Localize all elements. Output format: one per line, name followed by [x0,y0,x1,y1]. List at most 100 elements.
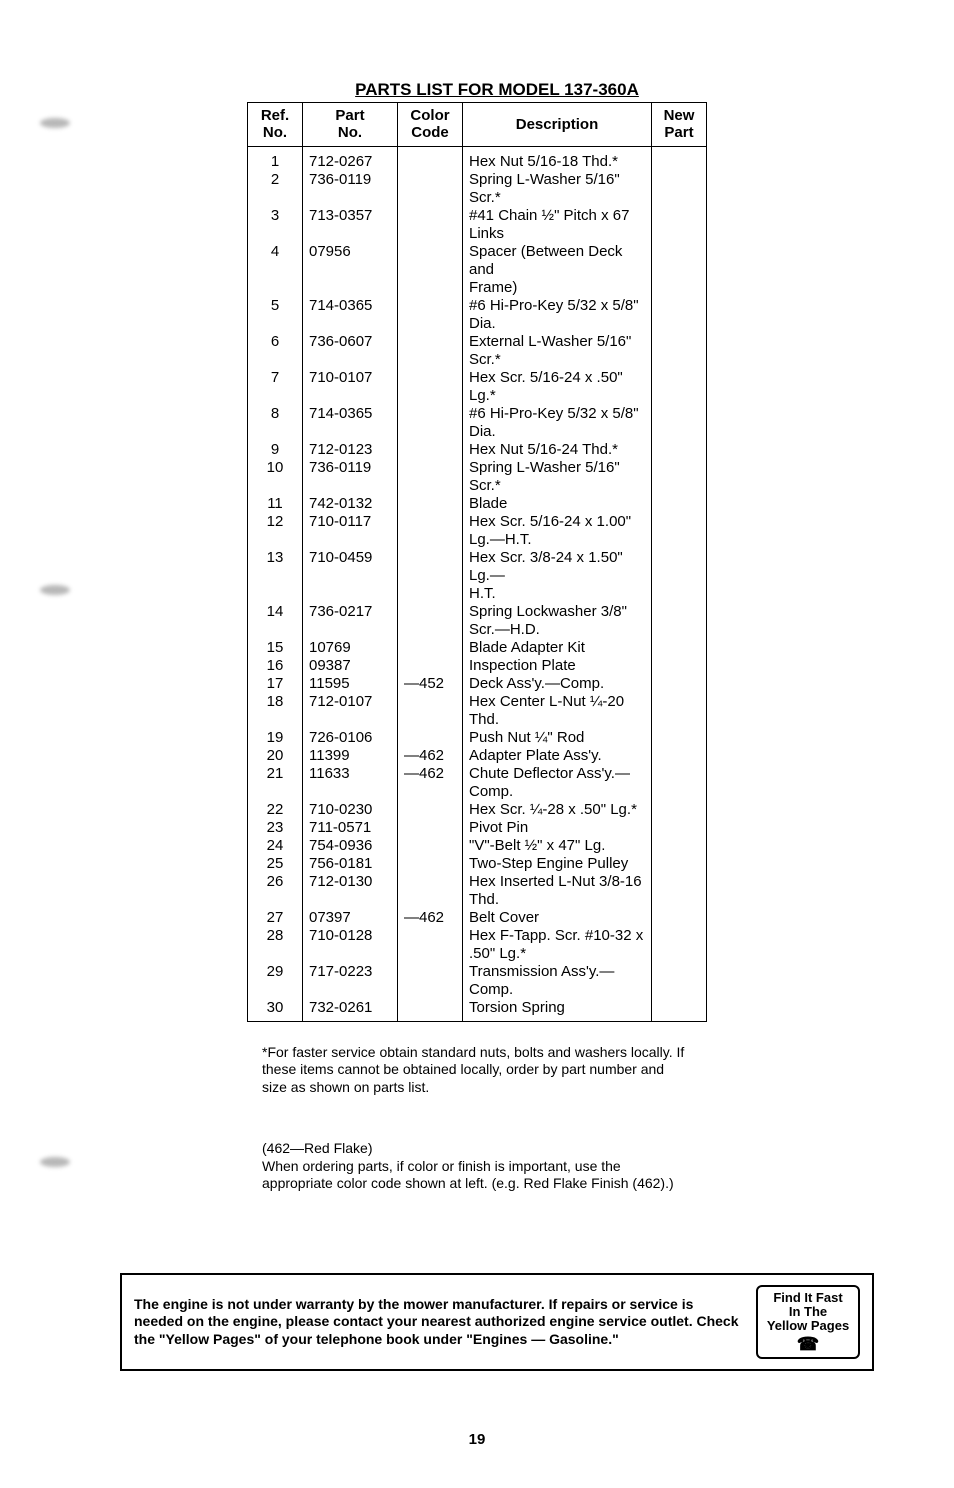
table-row: 3713-0357#41 Chain ½" Pitch x 67 Links [248,207,707,243]
findit-line1: Find It Fast [762,1291,854,1305]
cell-new-part [652,837,707,855]
table-row-continuation: Scr.* [248,351,707,369]
cell-new-part [652,146,707,171]
cell-description: Spring L-Washer 5/16" Scr.* [463,171,652,207]
table-row-continuation: H.T. [248,585,707,603]
cell-part-no: 713-0357 [303,207,398,243]
cell-description: Two-Step Engine Pulley [463,855,652,873]
cell-description-cont: .50" Lg.* [463,945,652,963]
cell-color-code [398,405,463,423]
cell-color-code: —462 [398,765,463,783]
findit-line2: In The [762,1305,854,1319]
cell-color-code [398,243,463,279]
cell-ref-no: 10 [248,459,303,495]
cell-color-code [398,549,463,585]
cell-part-no: 11595 [303,675,398,693]
cell-ref-no: 22 [248,801,303,819]
phone-icon: ☎ [762,1335,854,1355]
parts-table: Ref.No. PartNo. ColorCode Description Ne… [247,102,707,1022]
cell-description: Hex Scr. 5/16-24 x .50" Lg.* [463,369,652,405]
table-row-continuation: .50" Lg.* [248,945,707,963]
cell-ref-no: 15 [248,639,303,657]
cell-color-code [398,603,463,621]
cell-part-no: 714-0365 [303,297,398,315]
cell-new-part [652,441,707,459]
cell-color-code [398,639,463,657]
cell-ref-no: 19 [248,729,303,747]
table-row: 2736-0119Spring L-Washer 5/16" Scr.* [248,171,707,207]
cell-description: Hex Inserted L-Nut 3/8-16 [463,873,652,891]
cell-description: "V"-Belt ½" x 47" Lg. [463,837,652,855]
cell-color-code [398,927,463,945]
cell-description: Hex Scr. ¼-28 x .50" Lg.* [463,801,652,819]
cell-ref-no: 16 [248,657,303,675]
cell-new-part [652,297,707,315]
table-row-continuation: Scr.—H.D. [248,621,707,639]
color-code-key: (462—Red Flake) [262,1140,692,1158]
cell-ref-no: 7 [248,369,303,405]
cell-ref-no: 14 [248,603,303,621]
cell-part-no: 712-0267 [303,146,398,171]
cell-part-no: 11633 [303,765,398,783]
table-row: 407956Spacer (Between Deck and [248,243,707,279]
cell-description-cont: Scr.* [463,351,652,369]
cell-ref-no: 8 [248,405,303,423]
scan-artifact [40,118,70,128]
cell-part-no: 742-0132 [303,495,398,513]
cell-ref-no: 5 [248,297,303,315]
cell-ref-no: 20 [248,747,303,765]
table-row-continuation: Dia. [248,315,707,333]
cell-new-part [652,747,707,765]
cell-ref-no: 11 [248,495,303,513]
cell-new-part [652,873,707,891]
table-row: 14736-0217Spring Lockwasher 3/8" [248,603,707,621]
cell-description-cont: Dia. [463,423,652,441]
cell-color-code: —462 [398,747,463,765]
cell-new-part [652,657,707,675]
cell-color-code [398,873,463,891]
cell-new-part [652,369,707,405]
cell-description: Hex Nut 5/16-24 Thd.* [463,441,652,459]
cell-new-part [652,855,707,873]
cell-part-no: 10769 [303,639,398,657]
table-row: 18712-0107Hex Center L-Nut ¼-20 Thd. [248,693,707,729]
cell-part-no: 736-0217 [303,603,398,621]
cell-part-no: 736-0607 [303,333,398,351]
cell-new-part [652,963,707,999]
cell-part-no: 07956 [303,243,398,279]
cell-description: Belt Cover [463,909,652,927]
warranty-text: The engine is not under warranty by the … [134,1296,746,1349]
footnote-color-code: (462—Red Flake) When ordering parts, if … [262,1140,692,1193]
cell-part-no: 726-0106 [303,729,398,747]
cell-new-part [652,765,707,783]
cell-ref-no: 12 [248,513,303,531]
cell-new-part [652,999,707,1022]
cell-color-code [398,657,463,675]
cell-new-part [652,549,707,585]
cell-description: Push Nut ¼" Rod [463,729,652,747]
cell-color-code [398,819,463,837]
cell-part-no: 710-0107 [303,369,398,405]
cell-new-part [652,603,707,621]
cell-description: Spacer (Between Deck and [463,243,652,279]
cell-description-cont: Scr.—H.D. [463,621,652,639]
cell-description-cont: Thd. [463,891,652,909]
cell-color-code [398,495,463,513]
cell-color-code [398,333,463,351]
table-row: 2111633—462Chute Deflector Ass'y.— [248,765,707,783]
cell-color-code [398,146,463,171]
cell-ref-no: 18 [248,693,303,729]
cell-part-no: 09387 [303,657,398,675]
table-row: 10736-0119Spring L-Washer 5/16" Scr.* [248,459,707,495]
cell-description-cont: Dia. [463,315,652,333]
table-row: 9712-0123Hex Nut 5/16-24 Thd.* [248,441,707,459]
table-row: 12710-0117Hex Scr. 5/16-24 x 1.00" [248,513,707,531]
cell-new-part [652,927,707,945]
cell-color-code [398,297,463,315]
cell-color-code [398,693,463,729]
cell-description-cont: Comp. [463,783,652,801]
cell-part-no: 710-0230 [303,801,398,819]
cell-part-no: 736-0119 [303,459,398,495]
page: PARTS LIST FOR MODEL 137-360A Ref.No. Pa… [0,0,954,1488]
cell-new-part [652,513,707,531]
